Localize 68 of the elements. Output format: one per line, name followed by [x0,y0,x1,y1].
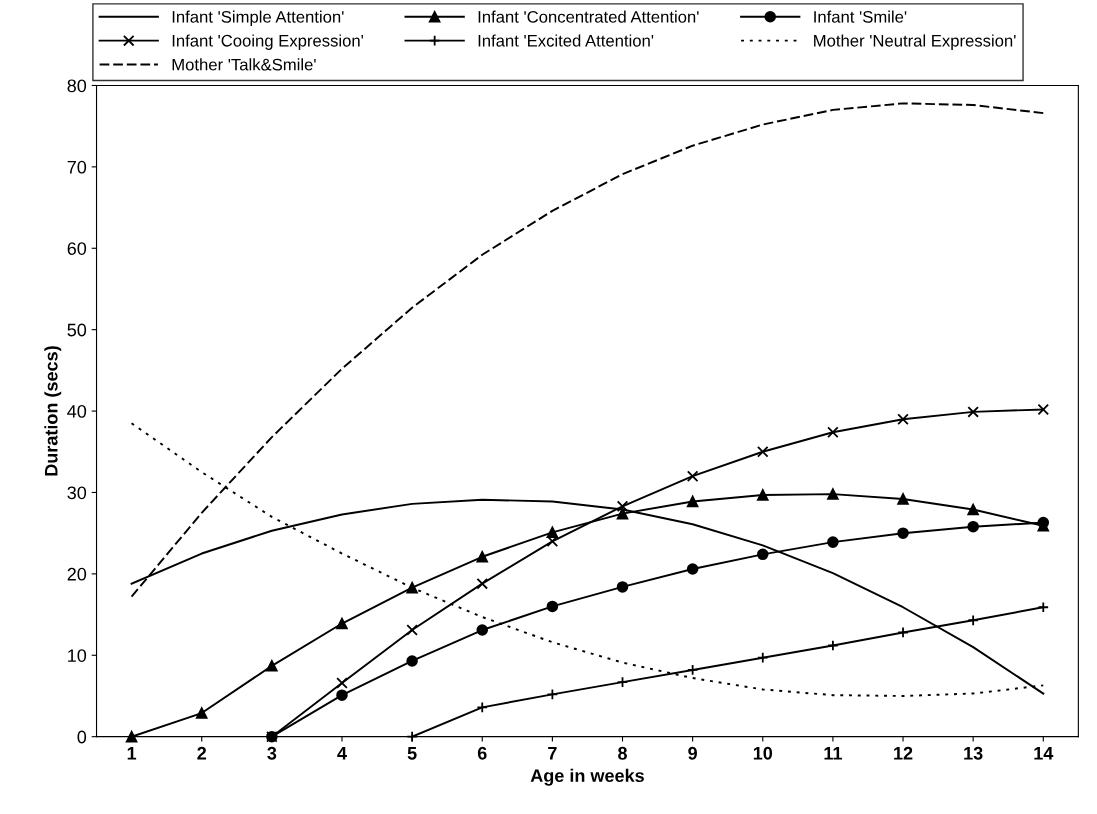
x-tick-label: 1 [127,747,137,760]
point [476,551,489,563]
legend-label: Infant 'Smile' [814,10,907,23]
point [406,655,418,667]
y-tick-label: 10 [68,649,87,662]
point [686,563,699,575]
point [757,446,769,458]
point [827,488,839,500]
x-tick-label: 13 [964,746,983,760]
point [616,581,629,593]
point [336,677,348,689]
point [1037,403,1050,416]
legend-label: Infant 'Cooing Expression' [172,34,363,50]
point [476,701,489,714]
x-tick-label: 3 [267,746,277,760]
point [757,651,769,664]
point [897,493,909,505]
point [546,526,559,539]
y-tick-label: 50 [67,323,87,337]
point [546,600,559,613]
point [616,507,629,520]
point [476,577,489,590]
point [546,688,559,701]
point [827,536,839,548]
point [476,624,489,636]
point [406,624,418,636]
y-tick-label: 30 [67,486,87,500]
x-tick-label: 11 [824,747,842,760]
point [125,730,138,743]
legend-label: Infant 'Excited Attention' [478,34,654,47]
y-tick-label: 60 [67,242,87,255]
point [195,707,208,719]
y-tick-label: 70 [67,160,87,174]
x-tick-label: 5 [407,747,417,760]
point [686,470,699,482]
point [757,548,769,561]
point [686,495,699,508]
y-tick-label: 0 [77,730,87,744]
legend-label: Mother 'Neutral Expression' [814,34,1016,50]
y-tick-label: 20 [67,567,87,581]
x-tick-label: 14 [1034,747,1054,760]
y-tick-label: 40 [67,405,87,418]
y-axis-title: Duration (secs) [44,346,62,476]
x-tick-label: 12 [894,746,913,760]
point [266,660,278,672]
x-tick-label: 7 [548,747,557,760]
point [967,406,979,418]
x-axis-title: Age in weeks [530,768,644,786]
point [967,520,979,533]
point [967,503,979,516]
point [336,689,348,701]
legend-label: Infant 'Concentrated Attention' [478,10,699,23]
point [616,500,629,513]
x-tick-label: 2 [197,746,207,760]
x-tick-label: 10 [753,746,773,760]
point [336,617,348,630]
point [897,527,909,539]
point [897,413,909,425]
x-tick-label: 9 [688,746,697,760]
x-tick-label: 8 [618,746,627,760]
point [757,489,769,501]
point [827,426,839,438]
legend-label: Mother 'Talk&Smile' [172,58,316,71]
point [546,535,559,548]
x-tick-label: 6 [477,746,487,760]
x-tick-label: 4 [337,747,347,760]
y-tick-label: 80 [67,79,87,93]
legend-label: Infant 'Simple Attention' [172,10,344,27]
